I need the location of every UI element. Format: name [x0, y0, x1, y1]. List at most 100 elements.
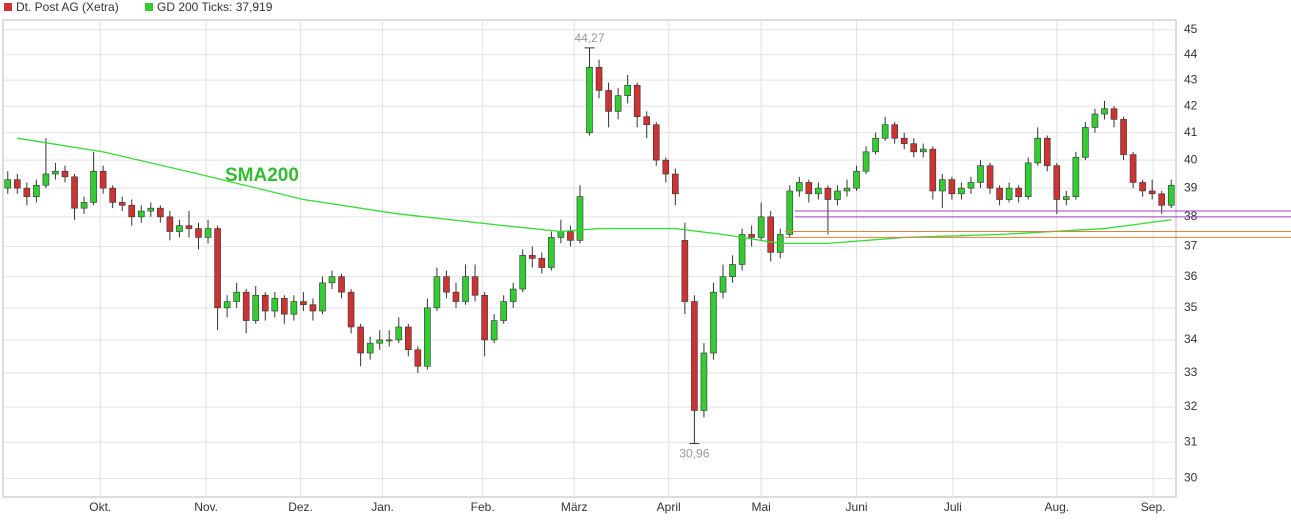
- extreme-label: 30,96: [679, 447, 709, 461]
- x-tick-label: Okt.: [89, 500, 111, 514]
- candle-body: [939, 179, 946, 192]
- candle-body: [433, 276, 441, 309]
- y-tick-label: 39: [1184, 180, 1198, 194]
- candle-body: [52, 170, 59, 175]
- x-tick-label: März: [561, 500, 588, 514]
- candle-body: [23, 187, 31, 197]
- candle-body: [986, 165, 994, 189]
- candle-body: [977, 165, 984, 183]
- candle-body: [118, 202, 126, 206]
- candle-body: [290, 301, 298, 315]
- candle-body: [1158, 193, 1165, 206]
- candle-body: [271, 298, 279, 312]
- x-tick-label: Juli: [944, 500, 962, 514]
- candle-body: [471, 276, 479, 296]
- candle-body: [281, 298, 288, 315]
- candle-body: [586, 67, 593, 134]
- candle-body: [500, 301, 507, 321]
- candle-body: [1167, 184, 1175, 206]
- x-tick-label: Nov.: [194, 500, 218, 514]
- candle-body: [567, 231, 574, 241]
- legend-swatch: [145, 3, 153, 11]
- candle-body: [1034, 137, 1042, 164]
- candle-body: [757, 216, 765, 238]
- x-tick-label: April: [657, 500, 681, 514]
- candle-body: [1015, 187, 1022, 197]
- candle-body: [1005, 187, 1013, 200]
- candle-body: [338, 276, 345, 293]
- legend-label: GD 200 Ticks: 37,919: [157, 0, 273, 14]
- candle-body: [385, 339, 393, 342]
- candle-body: [137, 210, 145, 218]
- candle-body: [652, 124, 660, 161]
- candle-body: [14, 179, 21, 189]
- candle-body: [796, 182, 803, 192]
- candle-body: [729, 264, 736, 277]
- candle-body: [1148, 190, 1156, 195]
- candle-body: [700, 352, 708, 411]
- y-tick-label: 42: [1184, 98, 1198, 112]
- candle-body: [328, 276, 336, 284]
- candle-body: [881, 124, 889, 139]
- x-tick-label: Mai: [751, 500, 770, 514]
- candle-body: [929, 148, 937, 192]
- candle-body: [805, 182, 813, 195]
- extreme-label: 44,27: [574, 31, 604, 45]
- candle-body: [481, 294, 488, 341]
- y-tick-label: 44: [1184, 47, 1198, 61]
- candle-body: [309, 304, 317, 312]
- candle-body: [900, 137, 908, 144]
- candle-body: [1139, 182, 1146, 192]
- candle-body: [414, 349, 422, 367]
- candle-body: [691, 301, 698, 411]
- y-tick-label: 30: [1184, 471, 1198, 485]
- candle-body: [176, 225, 183, 232]
- candle-body: [843, 187, 851, 192]
- sma-line: [17, 137, 1172, 245]
- candle-body: [357, 326, 364, 354]
- candle-body: [891, 124, 898, 139]
- candle-body: [405, 326, 412, 351]
- candle-body: [490, 320, 498, 341]
- candle-body: [576, 196, 584, 241]
- candle-body: [538, 258, 546, 268]
- legend-swatch: [4, 3, 12, 11]
- candle-body: [557, 231, 565, 238]
- candle-body: [853, 170, 860, 189]
- candle-body: [61, 170, 69, 178]
- candle-body: [109, 187, 116, 203]
- candle-body: [681, 240, 689, 302]
- candle-body: [1120, 119, 1127, 155]
- x-tick-label: Jan.: [371, 500, 394, 514]
- candle-body: [33, 184, 40, 197]
- y-tick-label: 31: [1184, 434, 1198, 448]
- y-tick-label: 35: [1184, 300, 1198, 314]
- candle-body: [1053, 165, 1061, 200]
- candle-body: [99, 170, 107, 189]
- candle-body: [767, 216, 774, 253]
- y-tick-label: 33: [1184, 365, 1198, 379]
- candle-body: [214, 228, 221, 309]
- candle-body: [1043, 137, 1051, 166]
- candle-body: [90, 170, 97, 203]
- candle-body: [1063, 196, 1070, 200]
- x-tick-label: Sep.: [1141, 500, 1166, 514]
- candle-body: [910, 143, 918, 153]
- plot-frame: [2, 19, 1177, 498]
- candle-body: [719, 276, 727, 293]
- candle-body: [1129, 154, 1137, 183]
- candle-body: [157, 207, 164, 218]
- candle-body: [624, 84, 631, 96]
- candle-body: [443, 276, 450, 293]
- candle-body: [605, 90, 612, 112]
- candle-body: [662, 159, 670, 175]
- candle-body: [710, 291, 717, 354]
- candle-body: [42, 173, 50, 186]
- candle-body: [366, 342, 374, 354]
- sma-annotation: SMA200: [225, 165, 299, 186]
- y-tick-label: 43: [1184, 72, 1198, 86]
- x-tick-label: Dez.: [288, 500, 313, 514]
- candle-body: [967, 182, 975, 189]
- y-tick-label: 40: [1184, 152, 1198, 166]
